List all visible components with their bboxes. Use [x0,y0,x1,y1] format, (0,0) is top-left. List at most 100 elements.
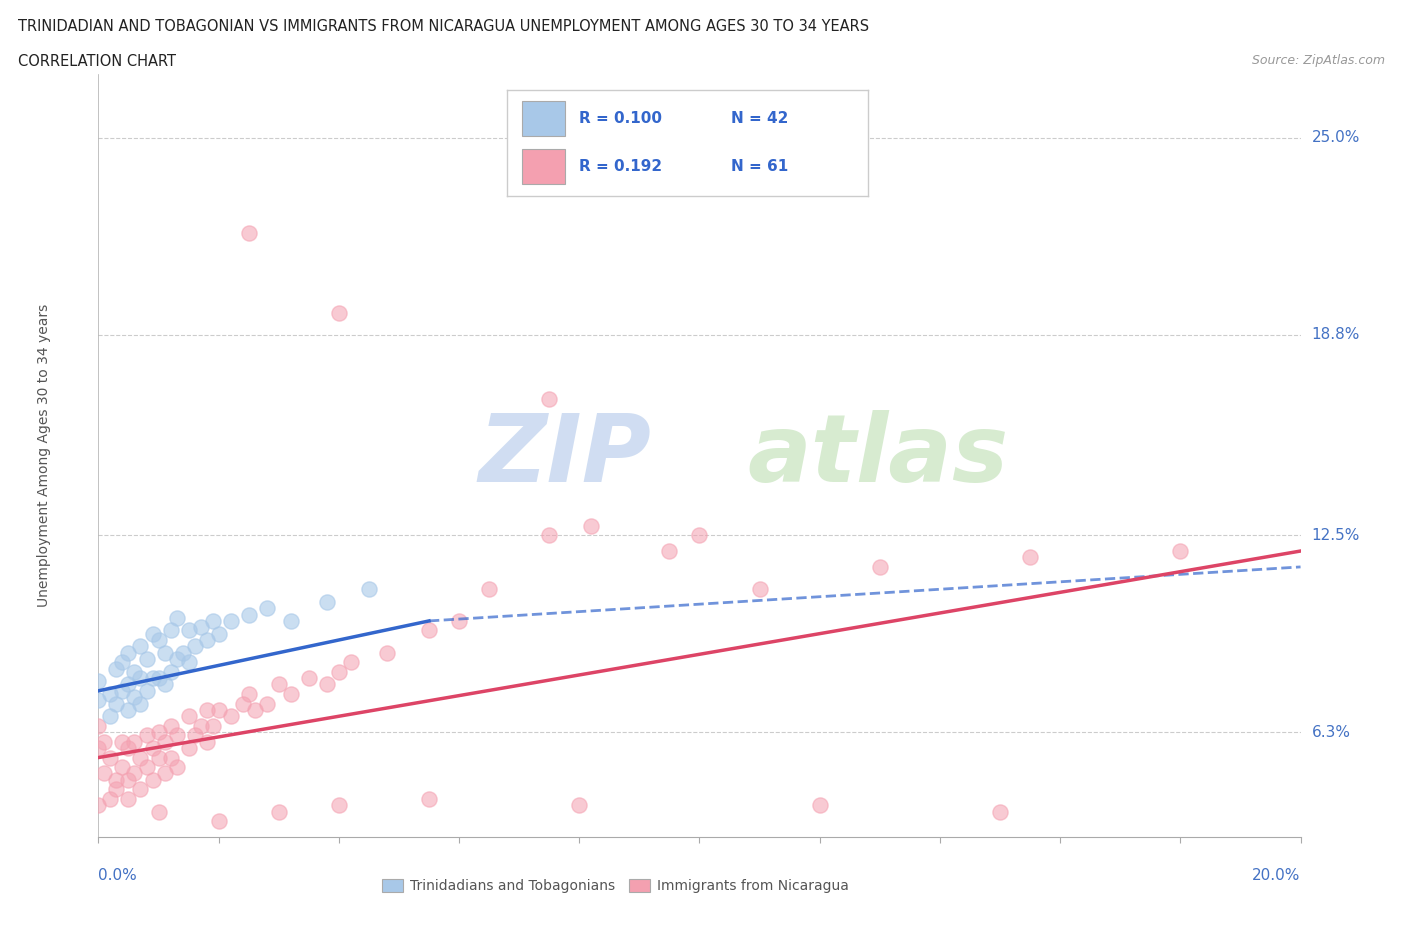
Point [238,607,260,622]
Point [111,655,134,670]
Point [298,671,321,685]
Text: ZIP: ZIP [478,410,651,501]
Point [658,544,681,559]
Point [328,664,350,679]
Point [100,751,122,765]
Point [153,735,176,750]
Point [177,623,200,638]
Point [988,804,1011,819]
Point [105,782,128,797]
Point [117,677,139,692]
Point [124,766,146,781]
Point [208,702,231,717]
Point [177,709,200,724]
Point [148,632,170,647]
Point [148,724,170,739]
Text: 12.5%: 12.5% [1312,527,1360,542]
Point [238,686,260,701]
Point [177,655,200,670]
Point [100,709,122,724]
Point [141,772,163,787]
Point [153,677,176,692]
Point [201,614,224,629]
Point [208,626,231,641]
Point [124,735,146,750]
Point [87,693,110,708]
Point [129,751,152,765]
Point [183,639,205,654]
Point [166,652,188,667]
Point [135,652,157,667]
Point [111,735,134,750]
Point [581,518,603,533]
Point [280,614,302,629]
Point [869,560,891,575]
Point [280,686,302,701]
Text: 0.0%: 0.0% [98,868,138,883]
Point [478,582,501,597]
Point [190,620,212,635]
Point [105,772,128,787]
Point [688,527,710,542]
Point [315,594,337,609]
Point [568,798,591,813]
Point [190,718,212,733]
Point [129,639,152,654]
Point [748,582,770,597]
Point [93,735,115,750]
Point [208,814,231,829]
Point [117,772,139,787]
Point [538,392,561,406]
Point [267,804,290,819]
Point [328,798,350,813]
Point [219,709,242,724]
Point [141,740,163,755]
Text: atlas: atlas [748,410,1010,501]
Point [375,645,398,660]
Point [219,614,242,629]
Point [166,610,188,625]
Text: Source: ZipAtlas.com: Source: ZipAtlas.com [1251,54,1385,67]
Point [195,702,218,717]
Point [159,751,181,765]
Point [87,798,110,813]
Point [538,527,561,542]
Point [195,735,218,750]
Text: 25.0%: 25.0% [1312,130,1360,145]
Point [1019,550,1042,565]
Point [100,791,122,806]
Text: Unemployment Among Ages 30 to 34 years: Unemployment Among Ages 30 to 34 years [38,304,52,607]
Point [153,645,176,660]
Point [243,702,266,717]
Legend: Trinidadians and Tobagonians, Immigrants from Nicaragua: Trinidadians and Tobagonians, Immigrants… [377,873,853,898]
Point [135,760,157,775]
Point [148,751,170,765]
Point [87,740,110,755]
Point [159,718,181,733]
Point [166,760,188,775]
Point [129,671,152,685]
Point [148,671,170,685]
Point [87,718,110,733]
Point [111,684,134,698]
Point [105,661,128,676]
Point [117,740,139,755]
Point [93,766,115,781]
Point [1170,544,1192,559]
Point [195,632,218,647]
Point [148,804,170,819]
Text: TRINIDADIAN AND TOBAGONIAN VS IMMIGRANTS FROM NICARAGUA UNEMPLOYMENT AMONG AGES : TRINIDADIAN AND TOBAGONIAN VS IMMIGRANTS… [18,19,869,33]
Point [357,582,380,597]
Point [177,740,200,755]
Point [105,696,128,711]
Text: CORRELATION CHART: CORRELATION CHART [18,54,176,69]
Text: 20.0%: 20.0% [1253,868,1301,883]
Point [172,645,194,660]
Point [808,798,831,813]
Point [129,696,152,711]
Point [447,614,470,629]
Point [418,791,440,806]
Point [267,677,290,692]
Point [117,645,139,660]
Point [141,626,163,641]
